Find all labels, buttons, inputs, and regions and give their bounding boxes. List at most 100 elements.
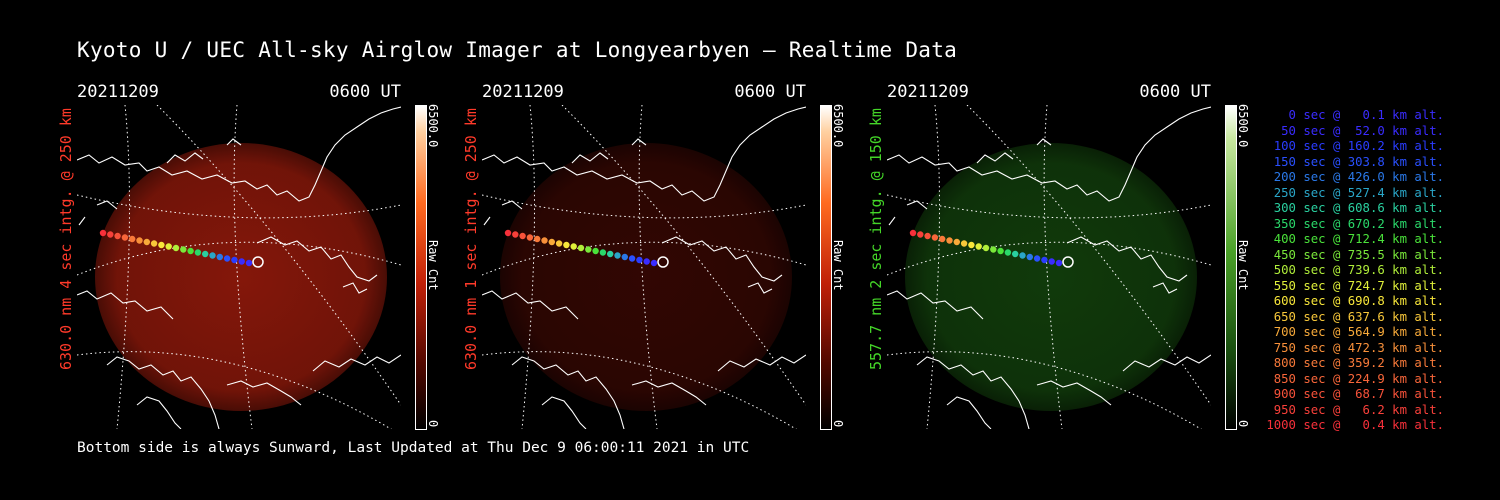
colorbar-max-label: 6500.0 xyxy=(1236,104,1250,148)
coastline xyxy=(1152,282,1178,294)
trajectory-dot xyxy=(1019,252,1026,259)
trajectory-dot xyxy=(997,247,1004,255)
panel-header: 20211209 0600 UT xyxy=(482,80,806,104)
colorbar xyxy=(415,105,427,430)
allsky-image xyxy=(77,105,401,429)
legend-row: 400 sec @ 712.4 km alt. xyxy=(1273,232,1444,246)
footer-note: Bottom side is always Sunward, Last Upda… xyxy=(77,440,750,456)
station-marker xyxy=(657,256,669,268)
trajectory-dot xyxy=(216,253,223,261)
coastline xyxy=(888,216,896,226)
trajectory-dot xyxy=(180,246,187,253)
colorbar xyxy=(1225,105,1237,430)
coastline xyxy=(77,290,174,320)
trajectory-dot xyxy=(924,232,931,240)
trajectory-dot xyxy=(614,252,621,259)
coastline xyxy=(1122,354,1211,372)
legend-row: 500 sec @ 739.6 km alt. xyxy=(1273,263,1444,277)
coastline xyxy=(661,236,783,282)
grid-line xyxy=(887,241,1211,276)
panel-header: 20211209 0600 UT xyxy=(887,80,1211,104)
coastline xyxy=(976,152,1014,164)
trajectory-dot xyxy=(555,240,563,247)
grid-line xyxy=(482,194,806,219)
trajectory-dot xyxy=(223,255,231,262)
grid-line xyxy=(966,105,1211,406)
trajectory-dot xyxy=(960,240,968,247)
panel-date: 20211209 xyxy=(77,82,159,102)
coastline xyxy=(717,354,806,372)
trajectory-dot xyxy=(519,232,526,240)
panel-1-filter-label: 630.0 nm 4 sec intg. @ 250 km xyxy=(57,108,75,370)
coastline xyxy=(96,200,118,210)
trajectory-dot xyxy=(939,235,946,243)
airglow-disk xyxy=(95,143,387,411)
legend-row: 150 sec @ 303.8 km alt. xyxy=(1273,154,1444,169)
trajectory-dot xyxy=(238,258,245,265)
map-canvas xyxy=(482,105,806,429)
legend-row: 1000 sec @ 0.4 km alt. xyxy=(1266,418,1444,432)
trajectory-dot xyxy=(650,259,658,267)
grid-line xyxy=(482,241,806,276)
panel-time: 0600 UT xyxy=(734,82,806,102)
legend-row: 250 sec @ 527.4 km alt. xyxy=(1273,185,1444,200)
coastline xyxy=(1036,380,1112,406)
trajectory-dot xyxy=(1048,258,1055,265)
trajectory-dot xyxy=(129,235,136,243)
coastline xyxy=(226,138,242,146)
legend-row: 350 sec @ 670.2 km alt. xyxy=(1273,216,1444,231)
trajectory-dot xyxy=(150,240,158,247)
trajectory-dot xyxy=(541,237,548,244)
trajectory-dot xyxy=(599,249,607,256)
station-marker xyxy=(252,256,264,268)
trajectory-dot xyxy=(975,243,982,250)
trajectory-dot xyxy=(636,256,643,264)
trajectory-dot xyxy=(917,231,924,238)
coastline xyxy=(78,216,86,226)
grid-line xyxy=(156,105,401,406)
coastline xyxy=(631,138,647,146)
legend-row: 100 sec @ 160.2 km alt. xyxy=(1273,139,1444,153)
coastline xyxy=(312,354,401,372)
coastline xyxy=(631,380,707,406)
trajectory-dot xyxy=(526,234,534,241)
station-marker xyxy=(1062,256,1074,268)
coastline xyxy=(106,356,220,429)
airglow-disk xyxy=(500,143,792,411)
trajectory-dot xyxy=(1033,255,1041,262)
coastline xyxy=(136,396,182,429)
trajectory-dot xyxy=(563,241,570,249)
panel-header: 20211209 0600 UT xyxy=(77,80,401,104)
trajectory-dot xyxy=(607,250,614,258)
colorbar-zero-label: 0 xyxy=(426,420,440,428)
trajectory-dot xyxy=(99,229,107,237)
coastline xyxy=(887,290,984,320)
panel-date: 20211209 xyxy=(887,82,969,102)
trajectory-legend: 0 sec @ 0.1 km alt. 50 sec @ 52.0 km alt.… xyxy=(1262,108,1444,434)
legend-row: 300 sec @ 608.6 km alt. xyxy=(1273,201,1444,215)
legend-row: 900 sec @ 68.7 km alt. xyxy=(1273,387,1444,401)
legend-row: 750 sec @ 472.3 km alt. xyxy=(1273,340,1444,355)
coastline xyxy=(906,200,928,210)
panel-3-filter-label: 557.7 nm 2 sec intg. @ 150 km xyxy=(867,108,885,370)
colorbar-unit-label: Raw Cnt xyxy=(831,240,845,291)
trajectory-dot xyxy=(512,231,519,238)
airglow-disk xyxy=(905,143,1197,411)
trajectory-dot xyxy=(621,253,628,261)
trajectory-dot xyxy=(577,244,585,252)
legend-row: 950 sec @ 6.2 km alt. xyxy=(1273,402,1444,417)
grid-line xyxy=(77,241,401,276)
panel-2-filter-label: 630.0 nm 1 sec intg. @ 250 km xyxy=(462,108,480,370)
trajectory-dot xyxy=(143,238,150,246)
trajectory-dot xyxy=(209,252,216,259)
trajectory-dot xyxy=(548,238,555,246)
trajectory-dot xyxy=(1004,249,1012,256)
colorbar-unit-label: Raw Cnt xyxy=(426,240,440,291)
map-canvas xyxy=(77,105,401,429)
trajectory-dot xyxy=(628,255,636,262)
trajectory-dot xyxy=(114,232,121,240)
page-title: Kyoto U / UEC All-sky Airglow Imager at … xyxy=(77,38,958,62)
trajectory-dot xyxy=(245,259,253,267)
trajectory-dot xyxy=(909,229,917,237)
trajectory-dot xyxy=(504,229,512,237)
